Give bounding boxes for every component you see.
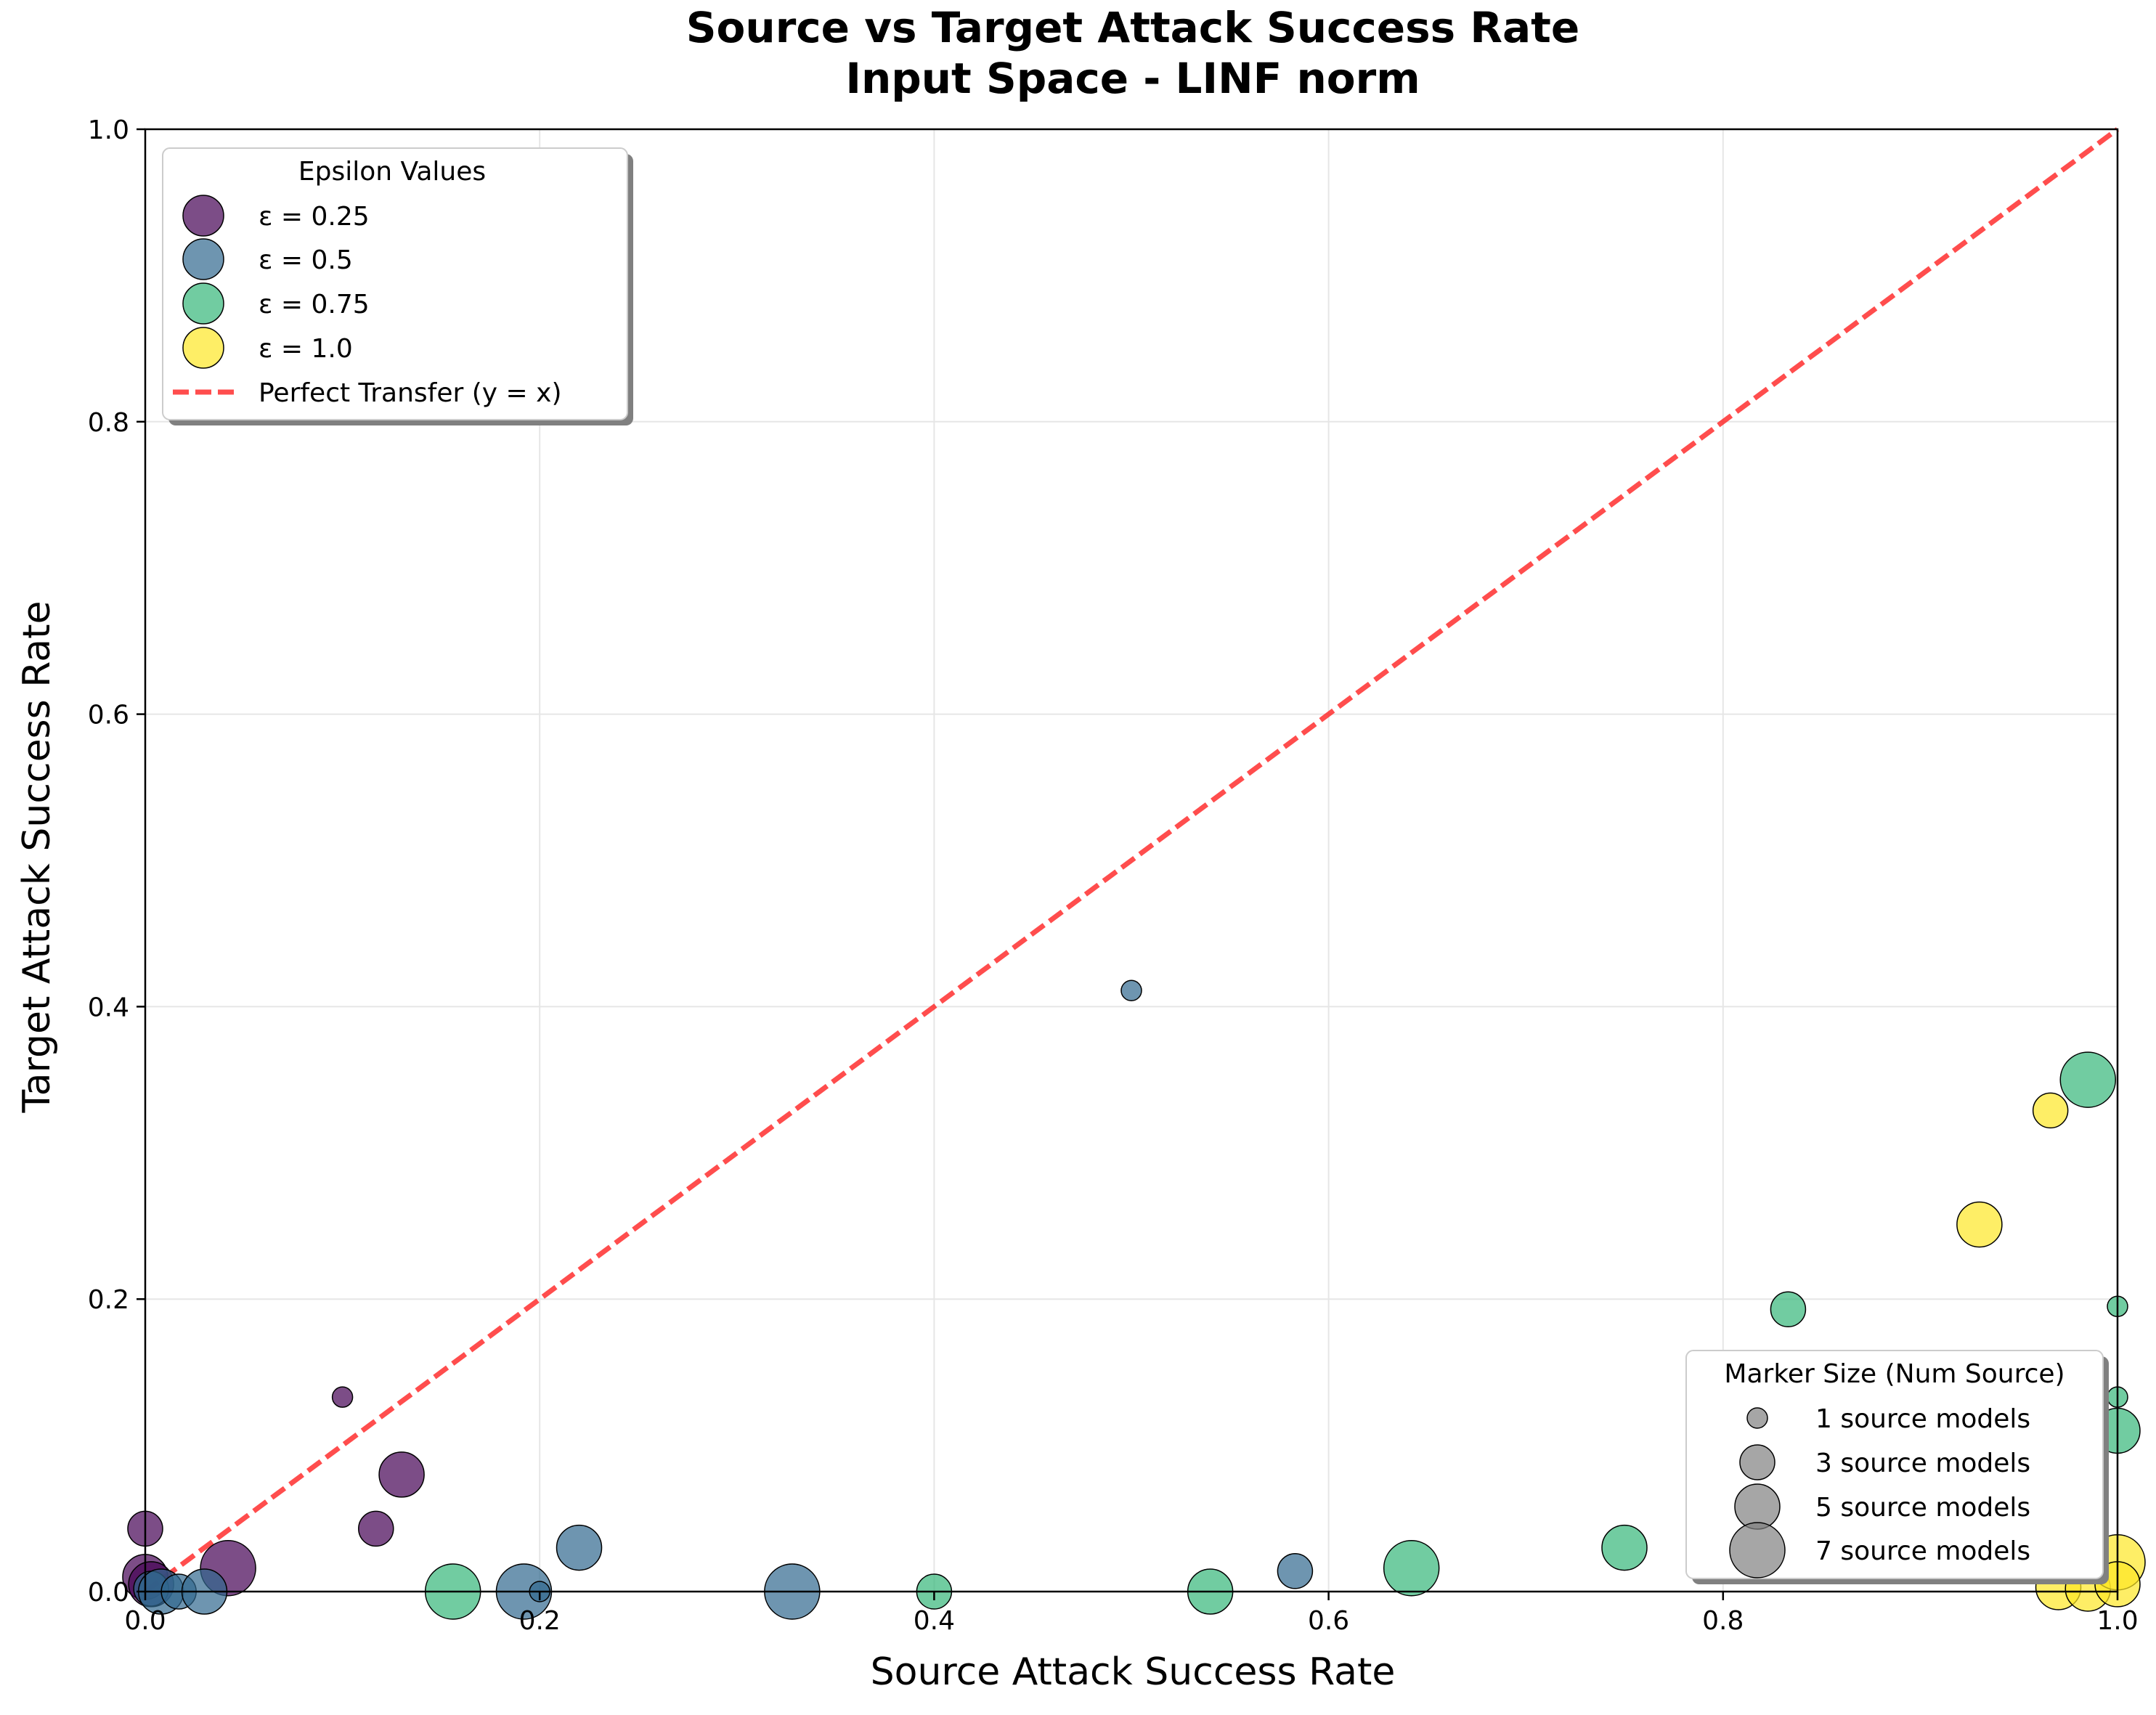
x-tick-label-5: 1.0 <box>2096 1606 2138 1636</box>
data-point-s0-6 <box>378 1451 425 1498</box>
y-tick-label-3: 0.6 <box>88 701 129 730</box>
data-point-s2-4 <box>1601 1524 1648 1571</box>
grid-lines <box>145 129 2118 1592</box>
data-point-s2-6 <box>2059 1051 2117 1108</box>
data-point-s2-5 <box>1770 1291 1807 1328</box>
legend-marker-size-7 <box>1729 1522 1786 1578</box>
legend-label-size-3: 3 source models <box>1815 1449 2030 1478</box>
marker-size-legend-frame <box>1685 1350 2104 1579</box>
plot-frame <box>144 128 2119 1593</box>
legend-marker-eps-1 <box>182 327 224 369</box>
legend-label-eps-05: ε = 0.5 <box>259 245 353 275</box>
legend-marker-eps-025 <box>182 195 224 237</box>
x-tick-label-1: 0.2 <box>519 1606 561 1636</box>
data-point-s1-9 <box>1277 1553 1314 1589</box>
data-point-s0-5 <box>358 1510 394 1547</box>
y-tick-label-2: 0.4 <box>88 993 129 1022</box>
chart-title: Source vs Target Attack Success Rate <box>686 3 1579 52</box>
y-axis-label: Target Attack Success Rate <box>15 600 59 1113</box>
legend-label-eps-075: ε = 0.75 <box>259 290 370 319</box>
data-point-s1-8 <box>1120 979 1142 1001</box>
axes: 0.0 0.2 0.4 0.6 0.8 1.0 0.0 0.2 0.4 0.6 0.8 1.0 <box>88 115 2139 1636</box>
epsilon-legend-frame <box>162 147 628 420</box>
data-point-s3-1 <box>2032 1092 2069 1129</box>
x-axis-label: Source Attack Success Rate <box>871 1650 1396 1694</box>
legend-label-size-1: 1 source models <box>1815 1404 2030 1434</box>
x-tick-label-2: 0.4 <box>914 1606 955 1636</box>
legend-label-eps-1: ε = 1.0 <box>259 334 353 364</box>
legend-marker-size-1 <box>1746 1407 1768 1429</box>
y-tick-label-0: 0.0 <box>88 1578 129 1608</box>
legend-label-eps-025: ε = 0.25 <box>259 202 370 232</box>
marker-size-legend: Marker Size (Num Source) 1 source models… <box>1685 1350 2109 1584</box>
data-point-s3-0 <box>1956 1201 2003 1248</box>
marker-size-legend-title: Marker Size (Num Source) <box>1724 1359 2065 1389</box>
chart-subtitle: Input Space - LINF norm <box>845 54 1420 103</box>
perfect-transfer-line <box>143 127 2120 1594</box>
data-point-s2-3 <box>1383 1540 1440 1597</box>
y-tick-label-5: 1.0 <box>88 115 129 145</box>
x-tick-label-3: 0.6 <box>1308 1606 1349 1636</box>
data-point-s1-6 <box>556 1524 603 1571</box>
y-tick-label-4: 0.8 <box>88 408 129 438</box>
y-tick-label-1: 0.2 <box>88 1285 129 1315</box>
reference-line-layer <box>143 127 2120 1594</box>
legend-label-size-5: 5 source models <box>1815 1493 2030 1523</box>
x-tick-label-4: 0.8 <box>1702 1606 1744 1636</box>
legend-marker-size-3 <box>1739 1444 1775 1480</box>
data-point-s0-4 <box>331 1386 354 1408</box>
legend-marker-eps-05 <box>182 238 224 280</box>
legend-marker-eps-075 <box>182 282 224 325</box>
legend-label-size-7: 7 source models <box>1815 1536 2030 1566</box>
legend-label-perfect-transfer: Perfect Transfer (y = x) <box>259 378 562 408</box>
epsilon-legend: Epsilon Values ε = 0.25 ε = 0.5 ε = 0.75… <box>162 147 633 425</box>
x-tick-label-0: 0.0 <box>124 1606 166 1636</box>
epsilon-legend-title: Epsilon Values <box>298 157 486 187</box>
